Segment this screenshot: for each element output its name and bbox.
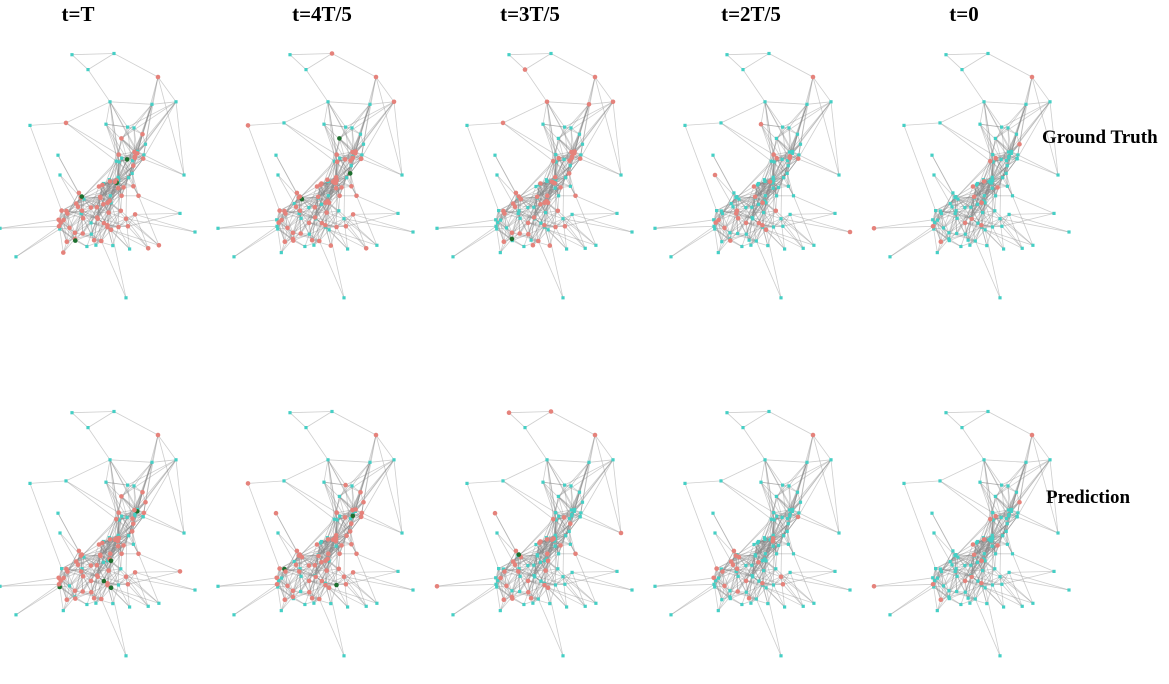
network-graph-ground-truth-t-T [0, 46, 206, 304]
graph-nodes-infected-recovered [500, 67, 616, 248]
column-title-t-T: t=T [61, 2, 95, 26]
network-graph-svg [871, 409, 1071, 658]
graph-nodes-susceptible [435, 51, 634, 300]
network-graph-svg [434, 409, 634, 658]
graph-edges [217, 411, 414, 656]
network-graph-prediction-t-2T5 [649, 404, 861, 662]
graph-nodes-susceptible [653, 409, 852, 658]
row-label-prediction: Prediction [1046, 487, 1131, 508]
graph-edges [436, 53, 633, 298]
graph-nodes-susceptible [888, 409, 1071, 658]
network-graph-svg [0, 409, 197, 658]
network-graph-ground-truth-t-0 [868, 46, 1080, 304]
graph-edges [654, 411, 851, 656]
network-graph-svg [653, 409, 852, 658]
graph-nodes-infected-recovered [56, 74, 162, 255]
graph-nodes-susceptible [653, 51, 841, 300]
graph-nodes-infected-recovered [711, 432, 816, 601]
network-graph-prediction-t-3T5 [431, 404, 643, 662]
network-graph-svg [871, 51, 1071, 300]
network-graph-prediction-t-T [0, 404, 206, 662]
column-title-t-2T5: t=2T/5 [721, 2, 781, 26]
network-graph-ground-truth-t-4T5 [212, 46, 424, 304]
graph-nodes-infected-recovered [712, 74, 853, 243]
column-title-t-3T5: t=3T/5 [500, 2, 560, 26]
graph-nodes-susceptible [888, 51, 1071, 300]
graph-edges [0, 53, 196, 298]
graph-edges [873, 411, 1070, 656]
network-graph-svg [0, 51, 197, 300]
network-graph-prediction-t-0 [868, 404, 1080, 662]
network-graph-prediction-t-4T5 [212, 404, 424, 662]
network-graph-ground-truth-t-3T5 [431, 46, 643, 304]
graph-nodes-infected-recovered [434, 409, 624, 602]
graph-edges [436, 411, 633, 656]
column-title-t-0: t=0 [949, 2, 979, 26]
network-graph-svg [216, 409, 415, 658]
graph-edges [217, 53, 414, 298]
graph-edges [0, 411, 196, 656]
graph-nodes-susceptible [216, 53, 415, 300]
network-graph-svg [435, 51, 634, 300]
column-title-t-4T5: t=4T/5 [292, 2, 352, 26]
row-label-ground-truth: Ground Truth [1042, 127, 1158, 148]
graph-nodes-infected-recovered [245, 432, 379, 602]
graph-nodes-infected-recovered [245, 51, 397, 251]
network-graph-ground-truth-t-2T5 [649, 46, 861, 304]
graph-edges [654, 53, 851, 298]
graph-nodes-infected-recovered [871, 74, 1035, 244]
network-graph-svg [216, 51, 415, 300]
graph-nodes-infected-recovered [56, 432, 183, 602]
graph-edges [873, 53, 1070, 298]
graph-nodes-infected-recovered [871, 432, 1035, 602]
network-graph-svg [653, 51, 853, 300]
